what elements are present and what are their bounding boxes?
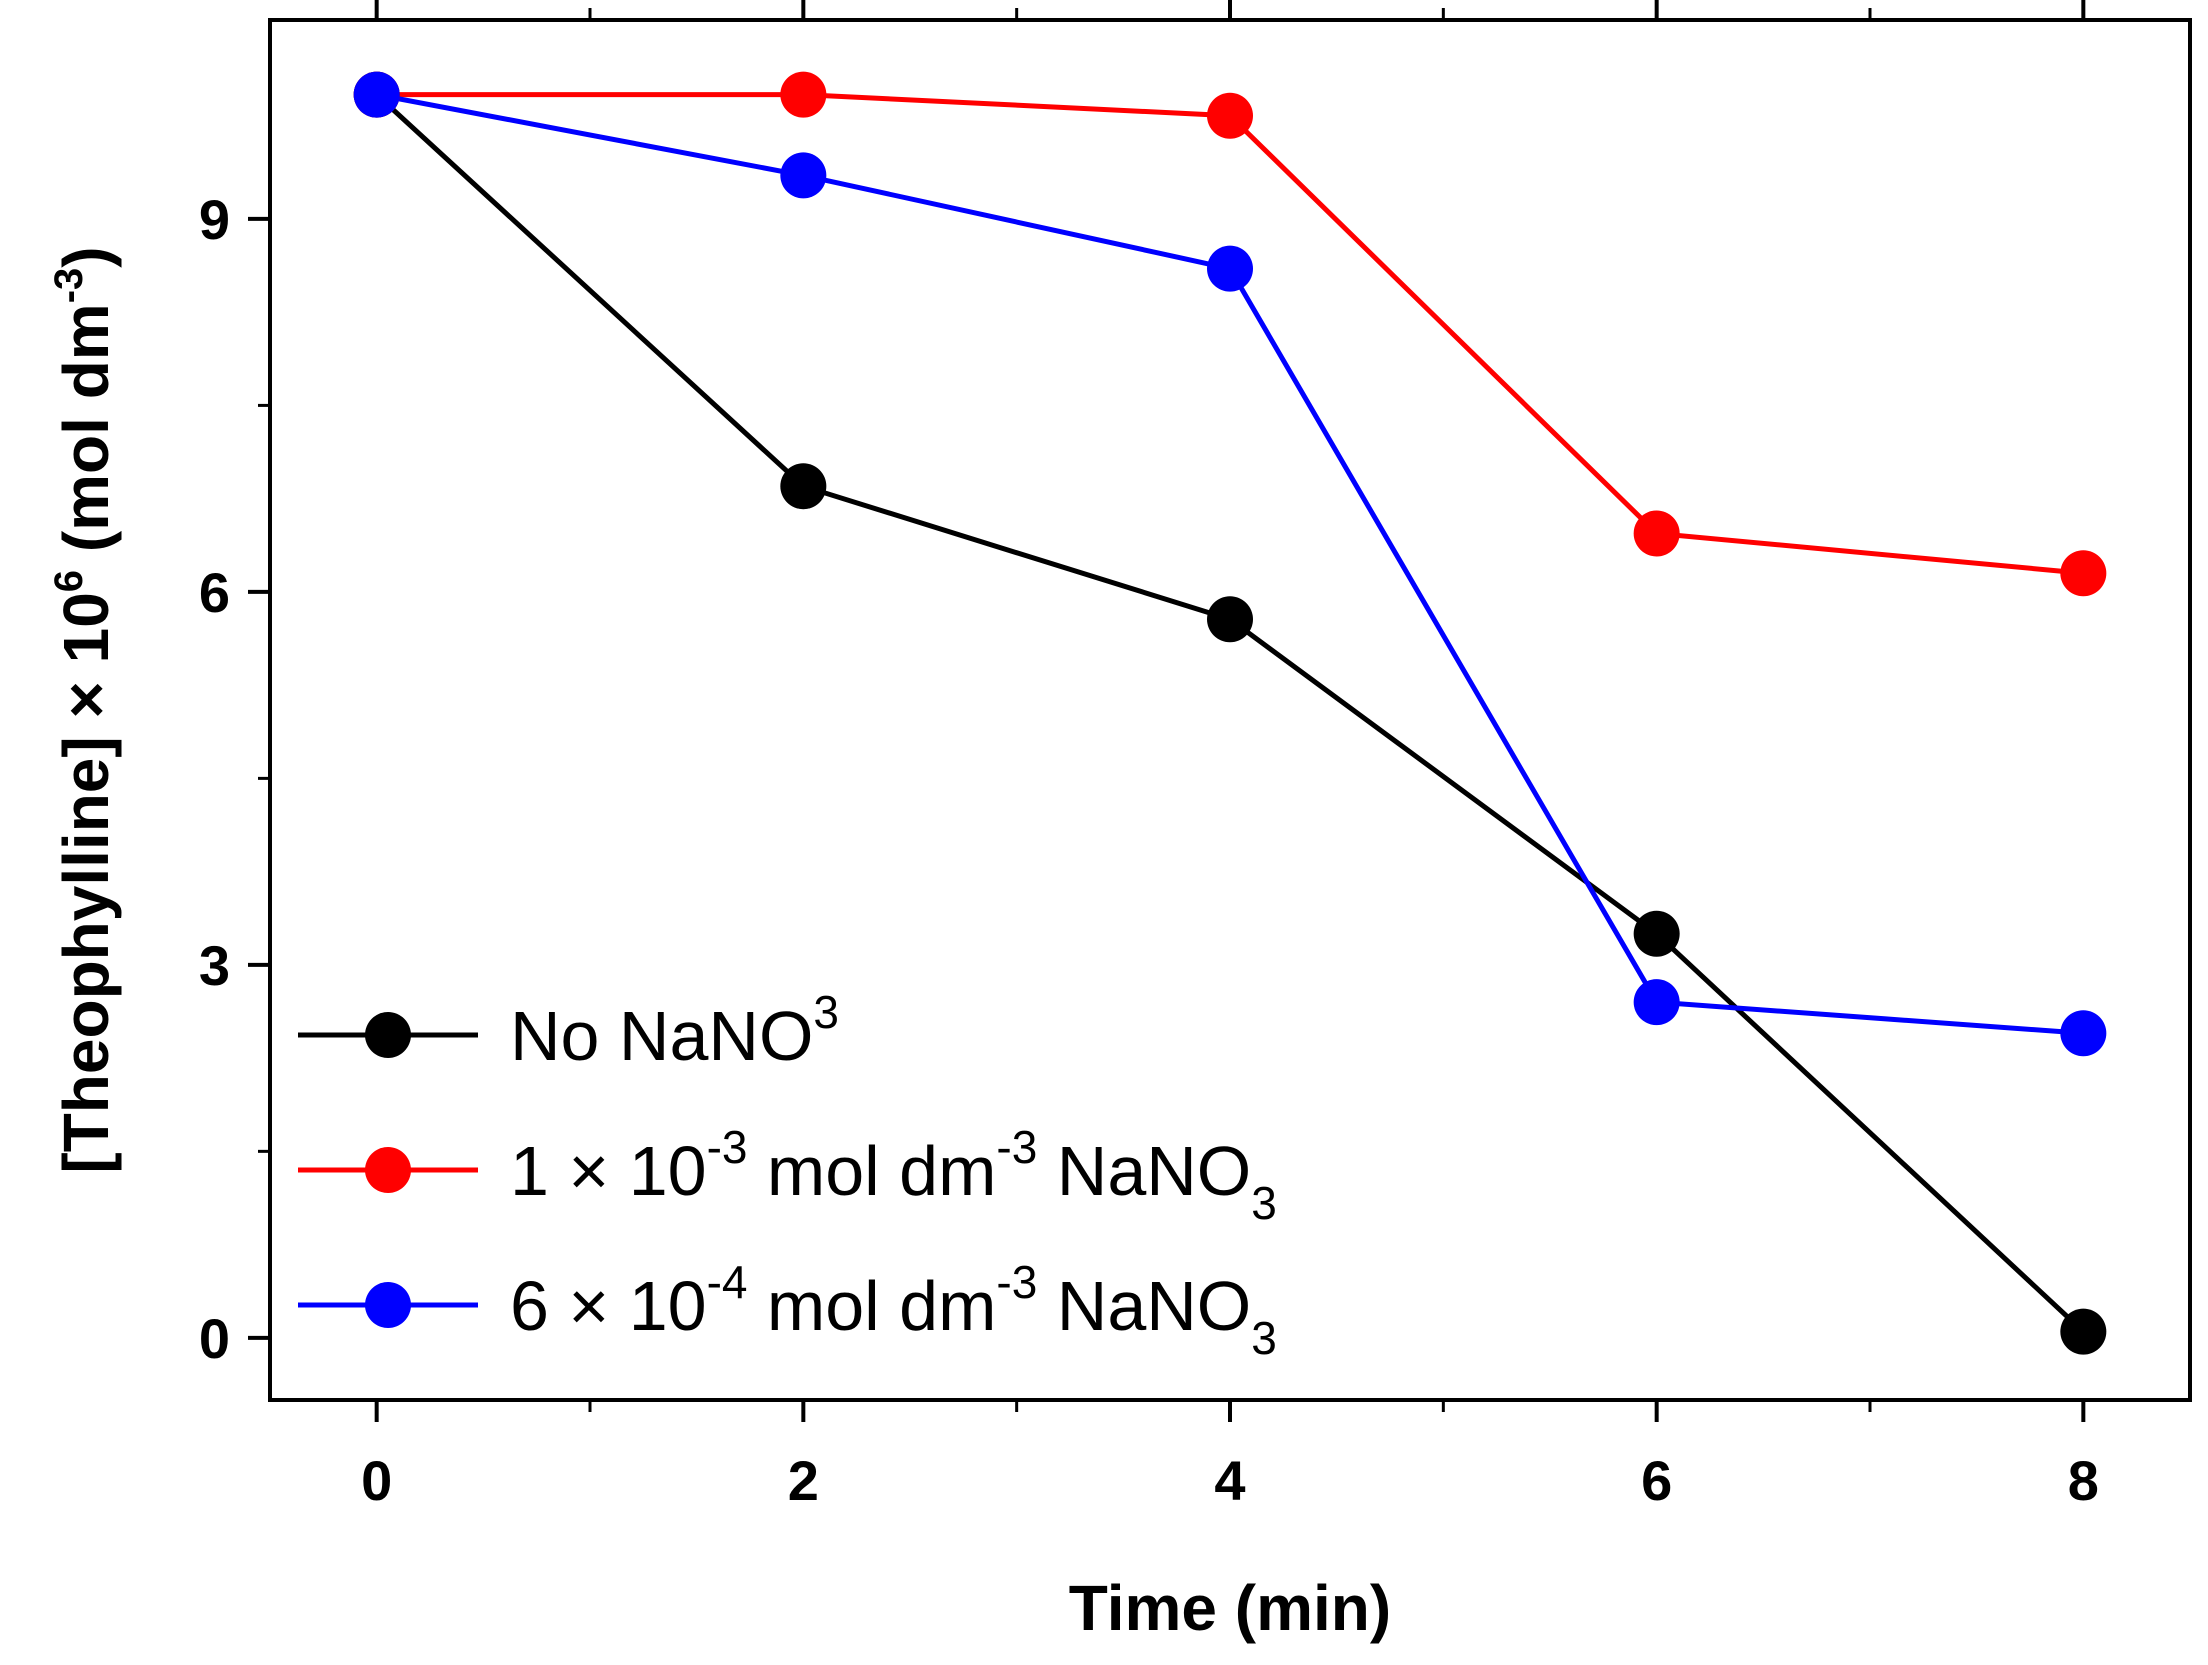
x-tick-label: 2 — [788, 1449, 819, 1512]
data-point-1-2 — [1207, 92, 1253, 139]
legend-marker-2 — [365, 1282, 411, 1328]
y-tick-label: 9 — [199, 188, 230, 251]
y-axis-title: [Theophylline] × 106 (mol dm-3) — [47, 246, 122, 1173]
y-tick-label: 6 — [199, 561, 230, 624]
x-tick-label: 8 — [2068, 1449, 2099, 1512]
x-tick-label: 6 — [1641, 1449, 1672, 1512]
legend-label-part: NaNO — [1037, 1267, 1251, 1345]
legend-label-part: 3 — [1251, 1177, 1277, 1229]
data-point-0-1 — [780, 463, 827, 510]
x-axis-title: Time (min) — [1069, 1572, 1391, 1644]
legend-label-part: mol dm — [747, 1132, 996, 1210]
legend-label-part: 3 — [813, 986, 839, 1038]
legend-label-1: 1 × 10-3 mol dm-3 NaNO3 — [510, 1121, 1277, 1229]
y-axis-title-unit: (mol dm — [50, 303, 122, 570]
series-line-2 — [376, 92, 2084, 1036]
data-point-2-3 — [1633, 979, 1680, 1026]
series-line-1 — [376, 92, 2084, 576]
legend-marker-1 — [365, 1147, 411, 1193]
x-tick-label: 4 — [1214, 1449, 1245, 1512]
data-point-2-0 — [353, 71, 400, 118]
legend-label-part: mol dm — [747, 1267, 996, 1345]
data-point-2-2 — [1207, 245, 1253, 292]
x-tick-label: 0 — [361, 1449, 392, 1512]
data-point-1-1 — [780, 71, 827, 118]
y-tick-label: 3 — [199, 934, 230, 997]
legend-label-part: 6 × 10 — [510, 1267, 707, 1345]
y-axis-title-exp: 6 — [47, 570, 91, 592]
axis-ticks: 0 2 4 6 8 0 3 6 9 — [199, 0, 2099, 1512]
legend-label-part: No NaNO — [510, 997, 813, 1075]
data-point-0-3 — [1633, 910, 1680, 957]
data-point-1-3 — [1633, 510, 1680, 557]
legend-label-part: -3 — [707, 1121, 748, 1173]
data-point-1-4 — [2060, 550, 2107, 597]
legend-label-part: 1 × 10 — [510, 1132, 707, 1210]
legend-marker-0 — [365, 1012, 411, 1058]
legend-label-0: No NaNO3 — [510, 986, 839, 1075]
y-axis-title-unit-exp: -3 — [47, 268, 91, 304]
y-axis-title-unit-close: ) — [50, 246, 122, 267]
legend-label-part: -4 — [707, 1256, 748, 1308]
data-point-0-2 — [1207, 596, 1253, 643]
data-point-2-4 — [2060, 1010, 2107, 1057]
series-points — [353, 71, 2107, 1355]
legend-label-2: 6 × 10-4 mol dm-3 NaNO3 — [510, 1256, 1277, 1364]
legend-label-part: -3 — [996, 1256, 1037, 1308]
legend-label-part: -3 — [996, 1121, 1037, 1173]
y-axis-title-prefix: [Theophylline] × 10 — [50, 592, 122, 1173]
data-point-2-1 — [780, 152, 827, 199]
legend-label-part: 3 — [1251, 1312, 1277, 1364]
y-tick-label: 0 — [199, 1307, 230, 1370]
data-point-0-4 — [2060, 1308, 2107, 1355]
legend-label-part: NaNO — [1037, 1132, 1251, 1210]
